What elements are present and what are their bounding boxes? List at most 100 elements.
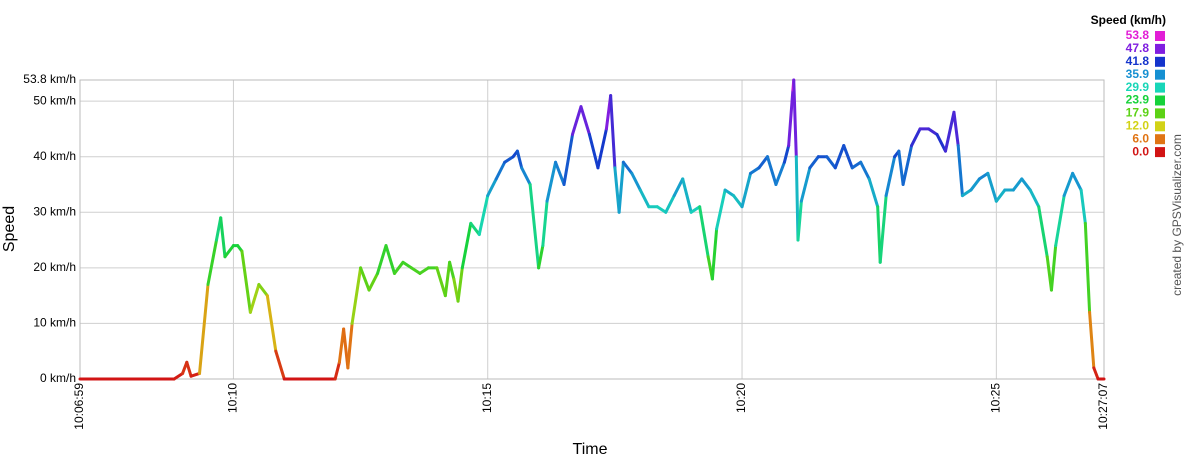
speed-segment xyxy=(799,166,812,203)
speed-segment xyxy=(477,194,490,237)
speed-segment xyxy=(956,144,964,198)
speed-segment xyxy=(723,188,736,198)
speed-segment xyxy=(842,144,854,170)
speed-segment xyxy=(223,244,235,259)
y-tick-label: 40 km/h xyxy=(33,149,76,163)
legend-label: 17.9 xyxy=(1126,106,1150,120)
speed-segment xyxy=(715,188,727,231)
speed-segment xyxy=(621,160,634,175)
speed-segment xyxy=(520,166,532,186)
speed-segment xyxy=(617,160,625,214)
legend-label: 0.0 xyxy=(1132,144,1149,158)
speed-segment xyxy=(206,238,218,287)
speed-segment xyxy=(740,171,753,209)
x-tick-label: 10:20 xyxy=(734,383,748,413)
speed-segment xyxy=(384,244,396,275)
legend-swatch xyxy=(1155,147,1165,158)
speed-segment xyxy=(350,266,363,325)
speed-segment xyxy=(638,188,651,209)
x-tick-label: 10:15 xyxy=(480,383,494,413)
speed-segment xyxy=(460,221,473,270)
speed-segment xyxy=(435,266,447,298)
speed-segment xyxy=(1037,205,1049,259)
legend-label: 6.0 xyxy=(1132,131,1149,145)
legend-label: 41.8 xyxy=(1126,54,1150,68)
speed-segment xyxy=(867,177,880,209)
speed-segment xyxy=(749,166,761,175)
speed-segment xyxy=(541,199,549,248)
legend-swatch xyxy=(1155,56,1165,67)
speed-segment xyxy=(367,271,380,292)
legend-swatch xyxy=(1155,69,1165,80)
y-tick-label: 30 km/h xyxy=(33,204,76,218)
speed-segment xyxy=(782,144,791,164)
speed-segment xyxy=(401,260,413,270)
y-tick-label: 53.8 km/h xyxy=(23,72,76,86)
x-tick-label: 10:10 xyxy=(226,383,240,413)
y-tick-label: 50 km/h xyxy=(33,93,76,107)
speed-segment xyxy=(943,110,956,153)
speed-segment xyxy=(884,155,897,198)
speed-segment xyxy=(562,132,575,186)
speed-segment xyxy=(1079,188,1087,225)
speed-segment xyxy=(571,105,583,136)
speed-segment xyxy=(689,205,702,214)
speed-segment xyxy=(1049,244,1058,292)
x-tick-label: 10:27:07 xyxy=(1096,383,1110,430)
speed-segment xyxy=(265,294,278,353)
legend-label: 35.9 xyxy=(1126,67,1150,81)
speed-segment xyxy=(774,160,786,186)
speed-segment xyxy=(1083,221,1092,314)
x-tick-label: 10:06:59 xyxy=(72,383,86,430)
y-tick-label: 0 km/h xyxy=(40,371,76,385)
speed-segment xyxy=(672,177,685,198)
speed-segment xyxy=(1020,177,1032,192)
legend-label: 29.9 xyxy=(1126,80,1150,94)
speed-segment xyxy=(792,78,798,159)
speed-segment xyxy=(655,205,668,214)
speed-segment xyxy=(257,283,269,298)
speed-segment xyxy=(994,188,1007,203)
legend-label: 47.8 xyxy=(1126,41,1150,55)
legend-label: 23.9 xyxy=(1126,93,1150,107)
speed-segment xyxy=(333,360,341,381)
speed-segment xyxy=(503,155,515,164)
credit: created by GPSVisualizer.com xyxy=(1170,134,1184,296)
speed-segment xyxy=(1011,177,1024,192)
speed-segment xyxy=(796,199,803,242)
legend-swatch xyxy=(1155,108,1165,119)
speed-segment xyxy=(664,194,676,214)
speed-segment xyxy=(630,171,642,192)
speed-segment xyxy=(897,149,905,186)
speed-segment xyxy=(172,371,185,381)
speed-segment xyxy=(359,266,371,292)
x-tick-label: 10:25 xyxy=(989,383,1003,413)
speed-segment xyxy=(757,155,769,170)
speed-segment xyxy=(825,155,837,170)
speed-segment xyxy=(609,94,617,170)
speed-segment xyxy=(274,349,286,381)
legend-swatch xyxy=(1155,31,1165,41)
speed-segment xyxy=(596,127,608,170)
speed-segment xyxy=(515,149,524,170)
speed-segment xyxy=(456,266,464,303)
speed-segment xyxy=(935,132,947,153)
speed-segment xyxy=(537,244,545,270)
legend-swatch xyxy=(1155,95,1165,106)
legend-label: 12.0 xyxy=(1126,118,1150,132)
legend-title: Speed (km/h) xyxy=(1091,13,1166,27)
speed-segment xyxy=(878,194,888,264)
speed-segment xyxy=(1092,366,1100,381)
y-tick-label: 10 km/h xyxy=(33,316,76,330)
legend-swatch xyxy=(1155,43,1165,54)
speed-segment xyxy=(579,105,591,136)
speed-segment xyxy=(1054,194,1066,248)
legend-swatch xyxy=(1155,121,1165,132)
speed-segment xyxy=(787,88,795,148)
speed-segment xyxy=(486,177,498,198)
speed-segment xyxy=(927,127,939,136)
speed-segment xyxy=(910,127,922,148)
speed-segment xyxy=(1062,171,1075,198)
